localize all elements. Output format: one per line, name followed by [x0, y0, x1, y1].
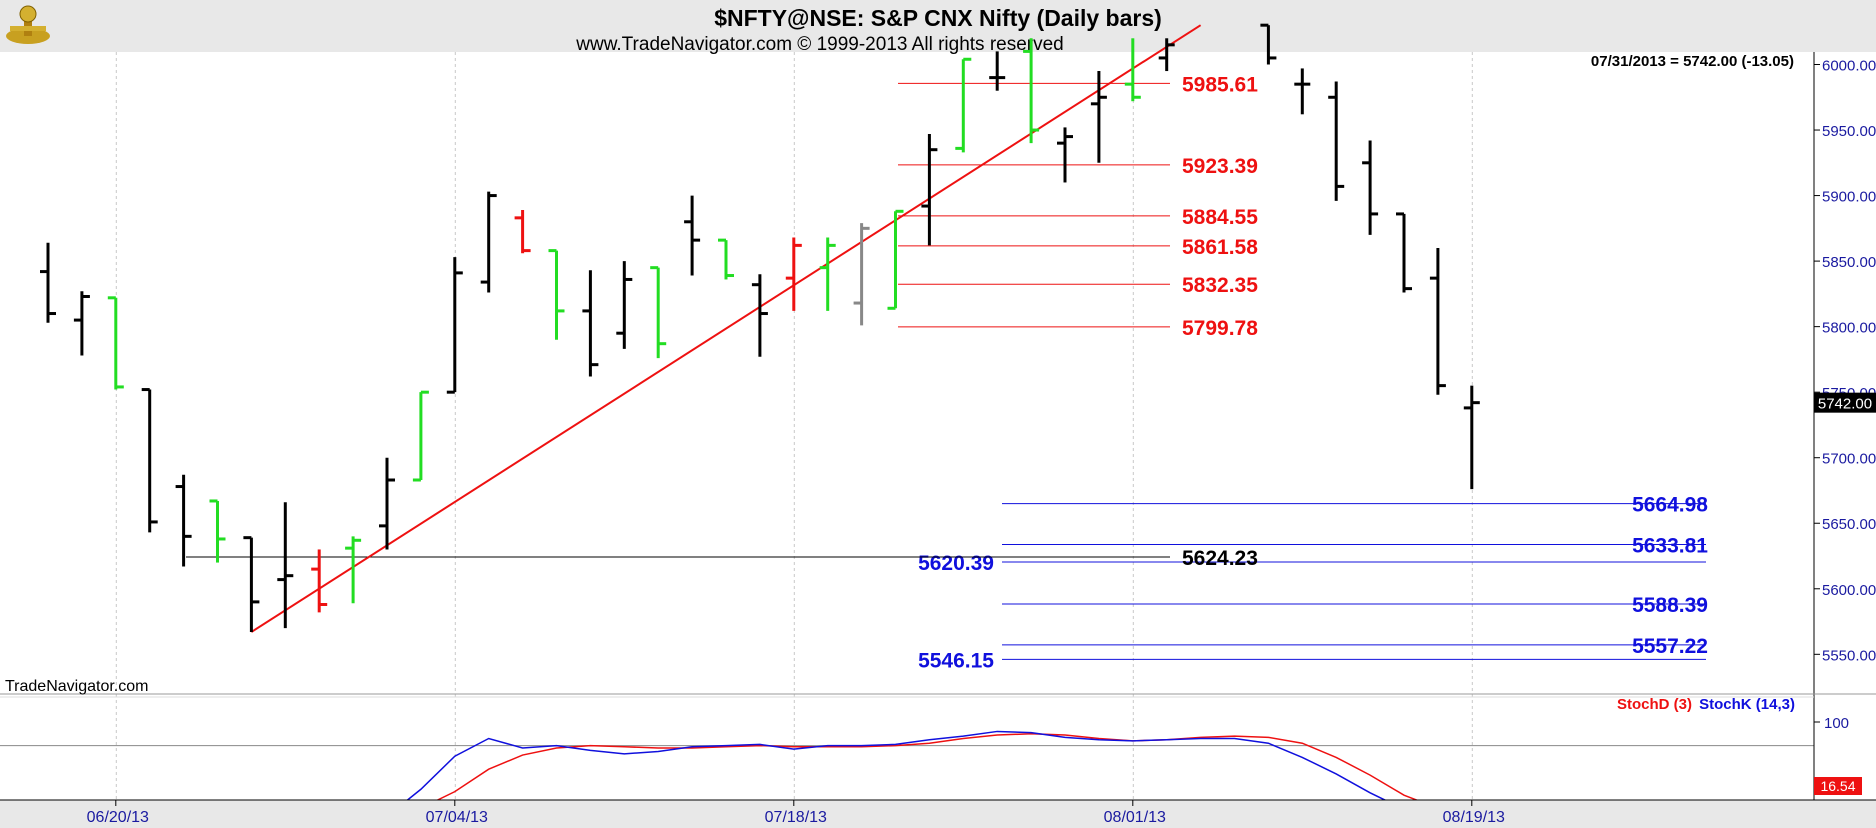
- price-tick-label-3: 5850.00: [1822, 254, 1876, 271]
- price-tick-label-9: 5550.00: [1822, 647, 1876, 664]
- price-tick-label-7: 5650.00: [1822, 516, 1876, 533]
- ohlc-bar: [1396, 212, 1412, 293]
- ohlc-bar: [548, 249, 565, 340]
- level-label-9: 5588.39: [1632, 594, 1708, 617]
- date-tick-label-0: 06/20/13: [87, 809, 149, 826]
- last-value-label: 07/31/2013 = 5742.00 (-13.05): [1591, 53, 1794, 70]
- stoch-series-1: [47, 730, 1472, 828]
- ohlc-bar: [243, 536, 260, 633]
- ohlc-bar: [107, 296, 124, 390]
- level-label-2: 5884.55: [1182, 206, 1258, 229]
- ohlc-bar: [1294, 68, 1311, 115]
- ohlc-bar: [1429, 247, 1446, 395]
- ohlc-bar: [175, 474, 192, 567]
- trade-navigator-logo: [6, 5, 50, 44]
- price-levels: 5985.61 5923.39 5884.55 5861.58 5832.35 5799.…: [186, 73, 1708, 672]
- ohlc-bar: [209, 499, 226, 563]
- price-tick-label-6: 5700.00: [1822, 451, 1876, 468]
- ohlc-bar: [616, 261, 633, 349]
- legend-stochd: StochD (3): [1617, 696, 1692, 713]
- price-tick-label-0: 6000.00: [1822, 58, 1876, 75]
- date-tick-label-1: 07/04/13: [426, 809, 488, 826]
- ohlc-bar: [887, 209, 904, 310]
- date-tick-label-3: 08/01/13: [1104, 809, 1166, 826]
- ohlc-bar: [379, 457, 395, 550]
- date-tick-label-2: 07/18/13: [765, 809, 827, 826]
- ohlc-bar: [311, 549, 328, 613]
- price-tick-label-2: 5900.00: [1822, 189, 1876, 206]
- level-label-11: 5546.15: [918, 649, 994, 672]
- ohlc-bar: [1463, 385, 1480, 490]
- ohlc-bar: [1090, 71, 1107, 163]
- ohlc-bar: [785, 237, 802, 311]
- ohlc-bar: [412, 390, 429, 482]
- ohlc-bar: [955, 57, 972, 153]
- ohlc-bars: [40, 23, 1480, 633]
- level-label-4: 5832.35: [1182, 274, 1258, 297]
- price-tick-label-8: 5600.00: [1822, 582, 1876, 599]
- trendline: [250, 24, 1202, 633]
- date-axis-ticks: 06/20/13 07/04/13 07/18/13 08/01/13 08/19/13: [87, 800, 1505, 826]
- level-label-8: 5620.39: [918, 552, 994, 575]
- ohlc-bar: [40, 242, 56, 323]
- current-price-tag: 5742.00: [1814, 392, 1876, 413]
- date-axis-band: [0, 800, 1876, 828]
- legend-stochk: StochK (14,3): [1699, 696, 1795, 713]
- ohlc-bar: [1023, 38, 1040, 144]
- price-tick-label-4: 5800.00: [1822, 320, 1876, 337]
- ohlc-bar: [751, 274, 768, 357]
- ohlc-bar: [446, 257, 463, 394]
- ohlc-bar: [480, 191, 497, 293]
- stoch-tick-label-0: 100: [1824, 715, 1849, 732]
- current-price-tag-text: 5742.00: [1818, 396, 1872, 413]
- stoch-value-tag: 16.54: [1814, 777, 1862, 795]
- chart-title: $NFTY@NSE: S&P CNX Nifty (Daily bars): [714, 5, 1162, 31]
- ohlc-bar: [345, 536, 362, 604]
- trendline-segment: [250, 24, 1202, 633]
- ohlc-bar: [1362, 140, 1379, 235]
- ohlc-bar: [277, 502, 294, 629]
- ohlc-bar: [73, 291, 90, 356]
- ohlc-bar: [650, 266, 667, 359]
- level-label-10: 5557.22: [1632, 635, 1708, 658]
- ohlc-bar: [1260, 23, 1277, 65]
- ohlc-bar: [141, 388, 158, 533]
- level-label-1: 5923.39: [1182, 155, 1258, 178]
- ohlc-bar: [1124, 38, 1141, 102]
- header-band: [0, 0, 1876, 52]
- ohlc-bar: [921, 133, 938, 246]
- date-tick-label-4: 08/19/13: [1443, 809, 1505, 826]
- ohlc-bar: [819, 237, 836, 311]
- level-label-12: 5624.23: [1182, 547, 1258, 570]
- level-label-0: 5985.61: [1182, 73, 1258, 96]
- stoch-value-tag-text: 16.54: [1820, 778, 1855, 794]
- copyright-text: www.TradeNavigator.com © 1999-2013 All r…: [575, 34, 1063, 55]
- ohlc-bar: [1057, 127, 1073, 183]
- watermark-text: TradeNavigator.com: [5, 678, 148, 695]
- level-label-6: 5664.98: [1632, 494, 1708, 517]
- price-tick-label-1: 5950.00: [1822, 123, 1876, 140]
- ohlc-bar: [853, 223, 870, 326]
- level-label-3: 5861.58: [1182, 236, 1258, 259]
- ohlc-bar: [1328, 81, 1345, 201]
- level-label-5: 5799.78: [1182, 317, 1258, 340]
- ohlc-bar: [582, 270, 599, 377]
- ohlc-bar: [684, 195, 701, 276]
- ohlc-bar: [989, 51, 1006, 91]
- ohlc-bar: [1158, 38, 1175, 72]
- level-label-7: 5633.81: [1632, 534, 1708, 557]
- ohlc-bar: [514, 209, 531, 254]
- ohlc-bar: [718, 238, 734, 280]
